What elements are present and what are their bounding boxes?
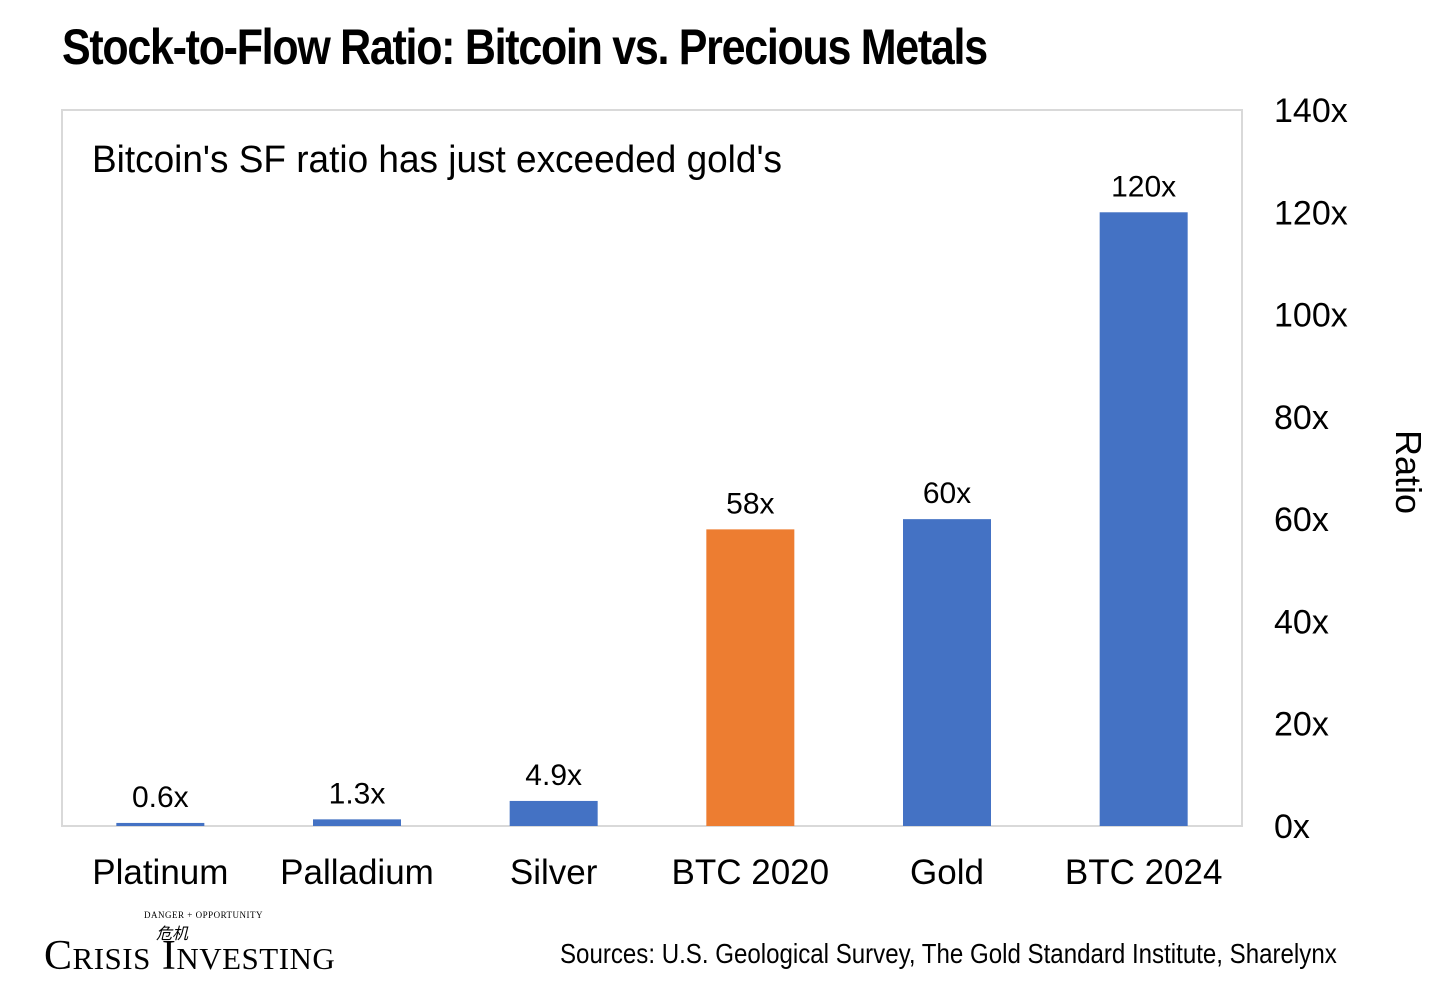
chart-title: Stock-to-Flow Ratio: Bitcoin vs. Preciou…	[62, 19, 988, 75]
plot-area-frame	[61, 109, 1243, 827]
bar-btc-2020	[706, 529, 795, 826]
bar-value-label: 0.6x	[132, 781, 189, 814]
bar-silver	[509, 800, 598, 826]
x-axis-tick-label: Platinum	[92, 853, 228, 892]
x-axis-tick-label: Palladium	[280, 853, 434, 892]
y-axis-tick-label: 60x	[1274, 501, 1329, 539]
bar-platinum	[116, 822, 205, 826]
y-axis-tick-label: 100x	[1274, 297, 1348, 335]
bar-value-label: 60x	[923, 477, 971, 510]
logo-letters: RISIS	[72, 941, 151, 976]
bar-value-label: 4.9x	[525, 759, 582, 792]
bar-value-label: 58x	[726, 487, 774, 520]
chart-subtitle: Bitcoin's SF ratio has just exceeded gol…	[92, 139, 782, 181]
x-axis-tick-label: Silver	[510, 853, 598, 892]
logo-letters: NVESTING	[176, 941, 336, 976]
bars-group	[116, 212, 1188, 827]
crisis-investing-logo: DANGER + OPPORTUNITY 危机 CRISIS INVESTING	[44, 910, 384, 980]
y-axis-tick-label: 40x	[1274, 603, 1329, 641]
y-axis-title: Ratio	[1388, 430, 1429, 514]
y-axis-tick-label: 80x	[1274, 399, 1329, 437]
bar-btc-2024	[1099, 212, 1188, 827]
bar-gold	[903, 519, 991, 826]
x-axis-labels: Platinum Palladium Silver BTC 2020 Gold BTC 2…	[92, 853, 1222, 892]
y-axis-tick-label: 120x	[1274, 194, 1348, 232]
logo-tagline: DANGER + OPPORTUNITY	[144, 910, 264, 920]
value-labels-group: 0.6x 1.3x 4.9x 58x 60x 120x	[132, 170, 1176, 814]
x-axis-tick-label: BTC 2024	[1065, 853, 1223, 892]
y-axis-tick-label: 20x	[1274, 706, 1329, 744]
bar-value-label: 120x	[1111, 170, 1176, 203]
y-axis-tick-label: 0x	[1274, 808, 1310, 846]
x-axis-tick-label: Gold	[910, 853, 984, 892]
logo-wordmark: CRISIS INVESTING	[44, 932, 335, 980]
bar-palladium	[313, 819, 401, 826]
y-axis-tick-label: 140x	[1274, 92, 1348, 130]
y-axis-tick-labels: 0x 20x 40x 60x 80x 100x 120x 140x	[1274, 92, 1348, 846]
logo-letter: I	[161, 933, 177, 979]
sources-note: Sources: U.S. Geological Survey, The Gol…	[560, 938, 1337, 969]
logo-letter: C	[44, 933, 73, 979]
bar-value-label: 1.3x	[329, 777, 386, 810]
logo-mark: 危机	[156, 924, 189, 943]
x-axis-tick-label: BTC 2020	[672, 853, 830, 892]
